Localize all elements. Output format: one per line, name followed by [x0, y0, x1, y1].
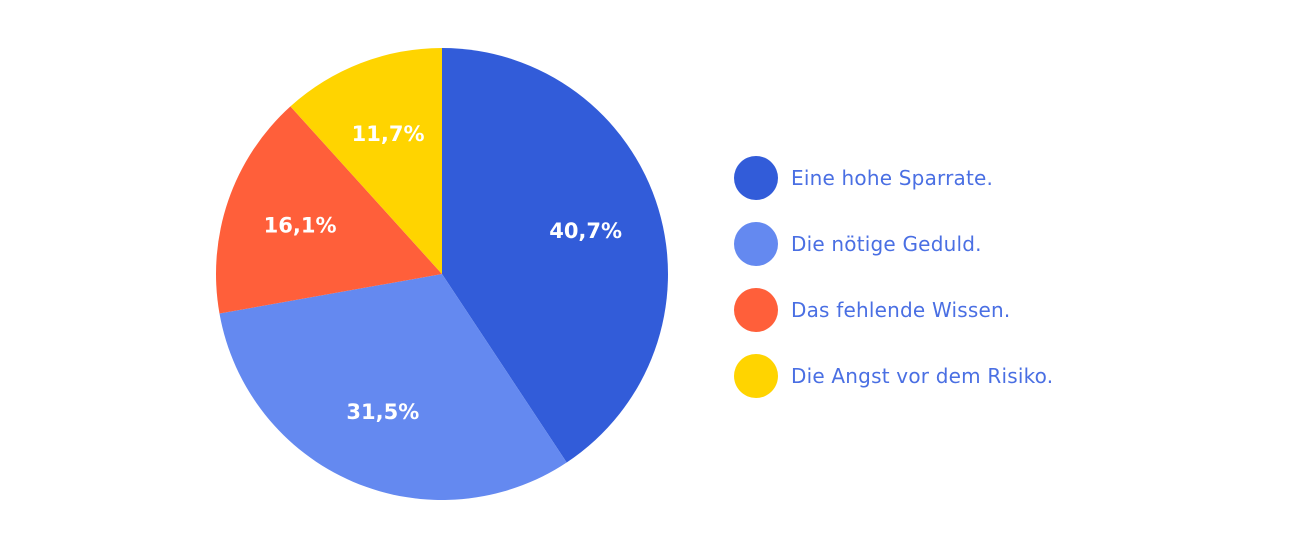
legend-label-risiko: Die Angst vor dem Risiko. [791, 364, 1054, 388]
legend-label-wissen: Das fehlende Wissen. [791, 298, 1011, 322]
pie-slice-labels: 40,7% 31,5% 16,1% 11,7% [264, 122, 622, 424]
pie-slice-label-wissen: 16,1% [264, 213, 337, 237]
pie-slice-sparrate [442, 48, 668, 463]
legend-label-sparrate: Eine hohe Sparrate. [791, 166, 994, 190]
pie-slice-label-sparrate: 40,7% [549, 219, 622, 243]
pie-slice-label-risiko: 11,7% [352, 122, 425, 146]
pie-slice-wissen [216, 106, 442, 314]
legend-swatch-wissen [734, 288, 778, 332]
legend-item-geduld: Die nötige Geduld. [734, 222, 982, 266]
legend-swatch-geduld [734, 222, 778, 266]
legend-swatch-sparrate [734, 156, 778, 200]
legend-item-sparrate: Eine hohe Sparrate. [734, 156, 993, 200]
legend-label-geduld: Die nötige Geduld. [791, 232, 982, 256]
pie-slice-risiko [290, 48, 442, 274]
pie-slice-geduld [219, 274, 567, 500]
pie-slices [216, 48, 668, 500]
legend-item-wissen: Das fehlende Wissen. [734, 288, 1010, 332]
legend-swatch-risiko [734, 354, 778, 398]
pie-slice-label-geduld: 31,5% [346, 400, 419, 424]
legend-item-risiko: Die Angst vor dem Risiko. [734, 354, 1053, 398]
